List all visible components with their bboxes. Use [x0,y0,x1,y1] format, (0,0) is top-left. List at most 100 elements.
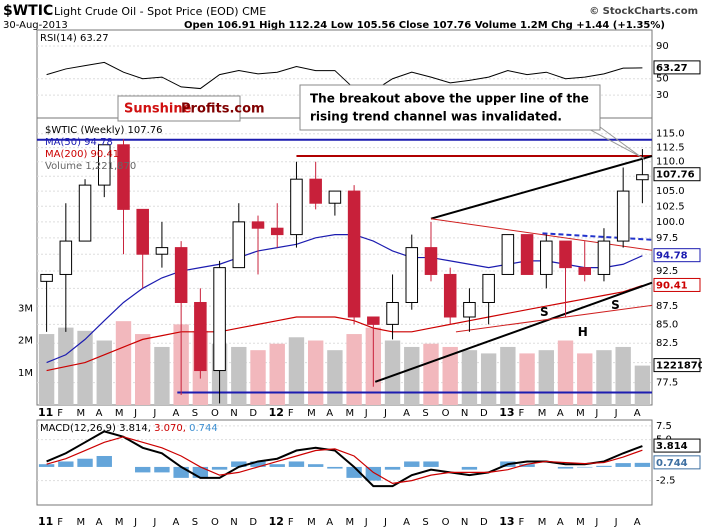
candle-body [616,190,630,242]
x-tick-label: M [538,517,547,528]
candle-body [520,234,534,275]
x-tick-label: J [383,408,387,419]
legend-entry: MA(50) 94.78 [45,137,113,148]
x-tick-label: 11 [38,515,53,528]
x-tick-label: J [594,408,598,419]
x-tick-label: 12 [269,406,284,419]
macd-histogram-bar [461,466,478,470]
volume-bar [288,337,305,405]
symbol: $WTIC [3,3,53,19]
value-box [653,455,701,470]
macd-histogram-bar [577,466,593,468]
candle-body [136,208,149,255]
volume-bar [615,346,631,405]
legend-entry: MA(200) 90.41 [45,149,119,160]
volume-bar [346,334,362,405]
x-tick-label: M [115,408,124,419]
value-label: 1221870 [656,361,702,372]
legend-entry: MACD(12,26,9) [40,423,116,434]
macd-histogram-bar [346,466,362,478]
value-box [653,248,701,263]
candle-body [559,240,572,269]
volume-bar [557,340,574,405]
volume-bar [96,340,112,405]
x-tick-label: S [422,408,428,419]
x-tick-label: N [461,408,468,419]
legend-entry: 0.744 [189,423,218,434]
y-tick-label: 112.5 [656,143,685,154]
x-tick-label: 13 [499,406,514,419]
x-tick-label: J [383,517,387,528]
date: 30-Aug-2013 [3,20,68,31]
candle-body [482,273,495,303]
candle-body [328,190,342,204]
value-label: 3.814 [656,441,688,452]
y-tick-label: 97.5 [656,233,678,244]
x-tick-label: J [152,517,156,528]
x-tick-label: J [364,408,368,419]
x-tick-label: J [614,517,618,528]
x-tick-label: M [115,517,124,528]
macd-histogram-bar [154,466,170,473]
moving-average [46,284,643,372]
y-tick-label: -2.5 [656,476,676,487]
x-tick-label: J [594,517,598,528]
x-tick-label: 12 [269,515,284,528]
note-line: The breakout above the upper line of the [310,92,589,106]
x-tick-label: A [326,517,333,528]
x-tick-label: M [576,517,585,528]
candle-body [59,240,73,275]
x-tick-label: M [346,408,355,419]
value-label: 63.27 [656,63,688,74]
volume-tick-label: 2M [18,336,33,347]
candle-body [540,240,553,275]
callout-line [584,126,644,159]
trend-line [430,155,653,220]
note-box [299,84,601,131]
credit: © StockCharts.com [589,6,698,17]
volume-bar [500,346,516,405]
macd-histogram-bar [269,464,285,467]
y-tick-label: 50 [656,74,669,85]
trend-line [542,232,653,241]
x-tick-label: A [96,517,103,528]
value-box [653,167,701,182]
candle-body [232,221,246,269]
pattern-label: H [578,325,588,339]
logo-box [117,95,241,122]
candle-body [636,174,649,181]
volume-bar [154,346,170,405]
volume-bar [269,343,285,405]
x-tick-label: A [326,408,333,419]
candle-body [40,273,53,282]
volume-tick-label: 1M [18,368,33,379]
x-tick-label: O [211,517,219,528]
candle-body [309,178,322,204]
y-tick-label: 87.5 [656,301,678,312]
candle-body [117,144,130,210]
legend-entry: 3.814, [119,423,151,434]
macd-histogram-bar [423,461,439,467]
x-tick-label: D [249,408,257,419]
candle-body [213,267,226,372]
pattern-label: S [540,305,549,319]
macd-histogram-bar [596,465,612,467]
y-tick-label: 102.5 [656,201,685,212]
x-tick-label: F [518,517,524,528]
x-tick-label: O [442,408,450,419]
candle-body [367,316,380,325]
candle-body [443,273,457,318]
y-tick-label: 100.0 [656,217,685,228]
chart-title: Light Crude Oil - Spot Price (EOD) CME [54,5,266,18]
x-tick-label: A [557,408,564,419]
x-tick-label: N [461,517,468,528]
volume-bar [442,346,458,405]
legend-entry: 3.070, [154,423,186,434]
quote: Open 106.91 High 112.24 Low 105.56 Close… [184,20,665,31]
volume-bar [384,340,401,405]
value-box [653,60,701,75]
x-tick-label: F [57,517,63,528]
x-tick-label: F [518,408,524,419]
